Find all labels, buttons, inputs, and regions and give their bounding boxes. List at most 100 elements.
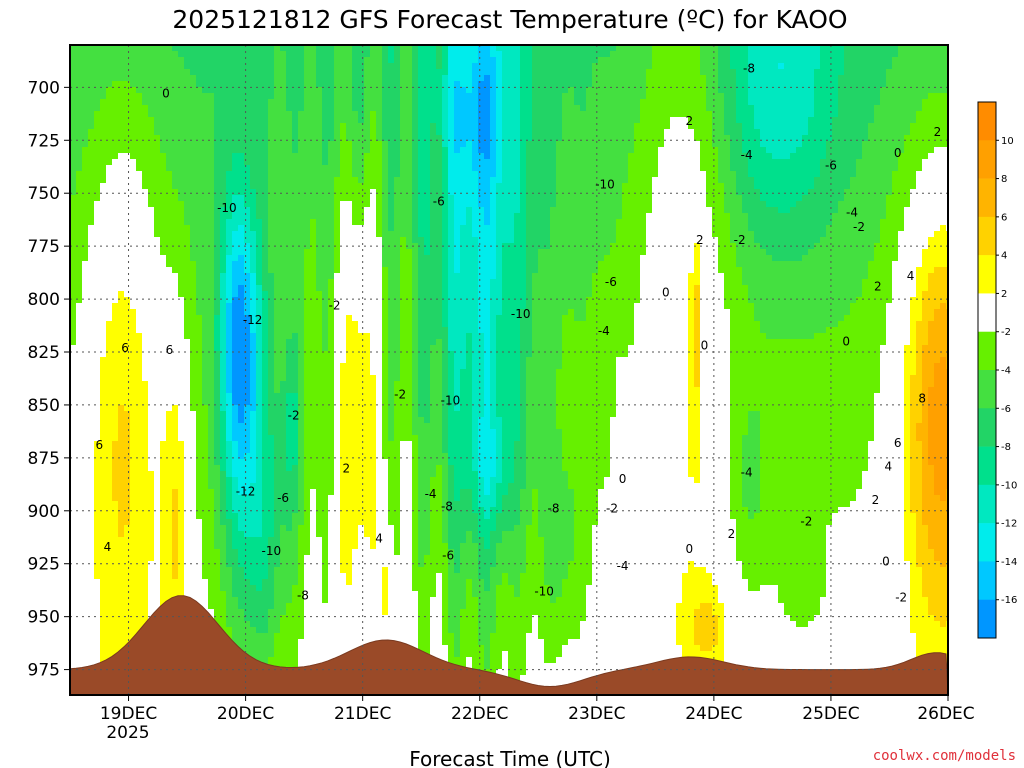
temperature-cell xyxy=(202,195,209,202)
temperature-cell xyxy=(88,501,95,508)
temperature-cell xyxy=(232,585,239,592)
temperature-cell xyxy=(250,411,257,418)
temperature-cell xyxy=(244,453,251,460)
temperature-cell xyxy=(190,543,197,550)
temperature-cell xyxy=(148,213,155,220)
temperature-cell xyxy=(160,225,167,232)
temperature-cell xyxy=(184,537,191,544)
temperature-cell xyxy=(250,153,257,160)
temperature-cell xyxy=(124,513,131,520)
temperature-cell xyxy=(298,375,305,382)
temperature-cell xyxy=(334,213,341,220)
temperature-cell xyxy=(292,297,299,304)
temperature-cell xyxy=(274,555,281,562)
temperature-cell xyxy=(82,639,89,646)
temperature-cell xyxy=(118,321,125,328)
temperature-cell xyxy=(208,219,215,226)
temperature-cell xyxy=(124,201,131,208)
temperature-cell xyxy=(280,363,287,370)
temperature-cell xyxy=(244,165,251,172)
temperature-cell xyxy=(88,237,95,244)
temperature-cell xyxy=(250,459,257,466)
temperature-cell xyxy=(328,267,335,274)
temperature-cell xyxy=(166,219,173,226)
temperature-cell xyxy=(262,201,269,208)
temperature-cell xyxy=(298,393,305,400)
temperature-cell xyxy=(304,573,311,580)
temperature-cell xyxy=(328,369,335,376)
temperature-cell xyxy=(256,237,263,244)
temperature-cell xyxy=(82,279,89,286)
temperature-cell xyxy=(220,417,227,424)
temperature-cell xyxy=(238,345,245,352)
temperature-cell xyxy=(88,393,95,400)
temperature-cell xyxy=(304,579,311,586)
temperature-cell xyxy=(148,537,155,544)
temperature-cell xyxy=(328,591,335,598)
temperature-cell xyxy=(130,411,137,418)
temperature-cell xyxy=(262,495,269,502)
temperature-cell xyxy=(232,375,239,382)
temperature-cell xyxy=(202,213,209,220)
temperature-cell xyxy=(250,249,257,256)
temperature-cell xyxy=(100,123,107,130)
temperature-cell xyxy=(178,573,185,580)
temperature-cell xyxy=(130,297,137,304)
temperature-cell xyxy=(70,633,77,640)
temperature-cell xyxy=(76,297,83,304)
temperature-cell xyxy=(88,411,95,418)
temperature-cell xyxy=(250,639,257,646)
temperature-cell xyxy=(118,543,125,550)
temperature-cell xyxy=(202,183,209,190)
temperature-cell xyxy=(190,321,197,328)
temperature-cell xyxy=(202,279,209,286)
temperature-cell xyxy=(76,657,83,664)
temperature-cell xyxy=(202,447,209,454)
temperature-cell xyxy=(160,45,167,52)
temperature-cell xyxy=(220,87,227,94)
temperature-cell xyxy=(82,483,89,490)
temperature-cell xyxy=(82,165,89,172)
temperature-cell xyxy=(214,405,221,412)
temperature-cell xyxy=(286,459,293,466)
temperature-cell xyxy=(208,123,215,130)
temperature-cell xyxy=(70,159,77,166)
temperature-cell xyxy=(280,639,287,646)
temperature-cell xyxy=(184,165,191,172)
temperature-cell xyxy=(202,459,209,466)
temperature-cell xyxy=(190,159,197,166)
temperature-cell xyxy=(286,177,293,184)
temperature-cell xyxy=(82,243,89,250)
temperature-cell xyxy=(232,399,239,406)
temperature-cell xyxy=(328,207,335,214)
temperature-cell xyxy=(220,453,227,460)
temperature-cell xyxy=(76,429,83,436)
temperature-cell xyxy=(298,273,305,280)
temperature-cell xyxy=(208,147,215,154)
temperature-cell xyxy=(112,495,119,502)
temperature-cell xyxy=(310,483,317,490)
temperature-cell xyxy=(214,219,221,226)
temperature-cell xyxy=(274,249,281,256)
temperature-cell xyxy=(124,177,131,184)
temperature-cell xyxy=(262,399,269,406)
temperature-cell xyxy=(196,279,203,286)
temperature-cell xyxy=(88,243,95,250)
temperature-cell xyxy=(304,315,311,322)
temperature-cell xyxy=(154,303,161,310)
temperature-cell xyxy=(124,495,131,502)
temperature-cell xyxy=(310,129,317,136)
temperature-cell xyxy=(166,273,173,280)
temperature-cell xyxy=(160,201,167,208)
temperature-cell xyxy=(148,489,155,496)
temperature-cell xyxy=(88,381,95,388)
temperature-cell xyxy=(280,45,287,52)
temperature-cell xyxy=(172,513,179,520)
temperature-cell xyxy=(178,369,185,376)
temperature-cell xyxy=(184,327,191,334)
temperature-cell xyxy=(88,291,95,298)
temperature-cell xyxy=(292,621,299,628)
temperature-cell xyxy=(292,267,299,274)
temperature-cell xyxy=(70,195,77,202)
temperature-cell xyxy=(322,345,329,352)
